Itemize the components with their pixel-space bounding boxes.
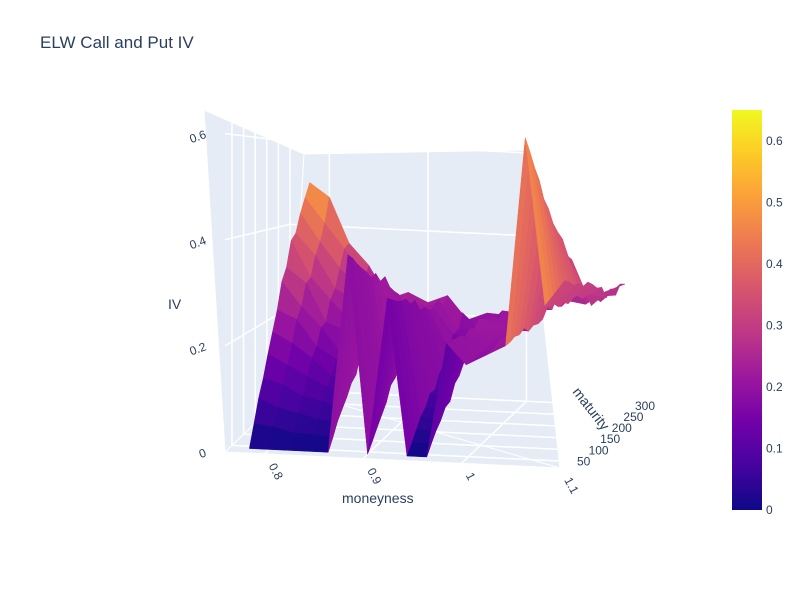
colorbar-tick-label: 0.1 (766, 441, 783, 455)
z-tick-label: 0 (197, 446, 208, 462)
y-tick-label: 100 (589, 443, 609, 457)
z-tick-label: 0.2 (188, 339, 209, 358)
y-tick-label: 250 (623, 410, 643, 424)
grid-line-y (231, 108, 568, 463)
y-tick-label: 50 (577, 454, 591, 468)
colorbar-ticks: 0 0.1 0.2 0.3 0.4 0.5 0.6 (766, 134, 783, 517)
colorbar-tick-label: 0 (766, 503, 773, 517)
x-tick-label: 0.8 (266, 461, 286, 483)
colorbar-tick-label: 0.2 (766, 380, 783, 394)
z-tick-label: 0.6 (188, 127, 209, 146)
chart-title: ELW Call and Put IV (40, 33, 194, 52)
surface-patch (544, 280, 570, 307)
surface-mesh (249, 137, 626, 458)
y-axis-label: maturity (570, 384, 613, 433)
z-axis-label: IV (168, 296, 182, 312)
y-tick-label: 300 (635, 399, 655, 413)
x-tick-label: 1 (463, 470, 479, 483)
colorbar-tick-label: 0.6 (766, 134, 783, 148)
grid-line-y (242, 110, 579, 452)
colorbar (732, 110, 762, 510)
z-tick-label: 0.4 (188, 233, 209, 252)
y-tick-label: 150 (600, 432, 620, 446)
x-axis-label: moneyness (342, 490, 414, 506)
x-tick-label: 1.1 (561, 475, 581, 497)
x-tick-label: 0.9 (364, 465, 384, 487)
colorbar-tick-label: 0.4 (766, 257, 783, 271)
y-tick-label: 200 (612, 421, 632, 435)
colorbar-tick-label: 0.3 (766, 318, 783, 332)
colorbar-tick-label: 0.5 (766, 195, 783, 209)
